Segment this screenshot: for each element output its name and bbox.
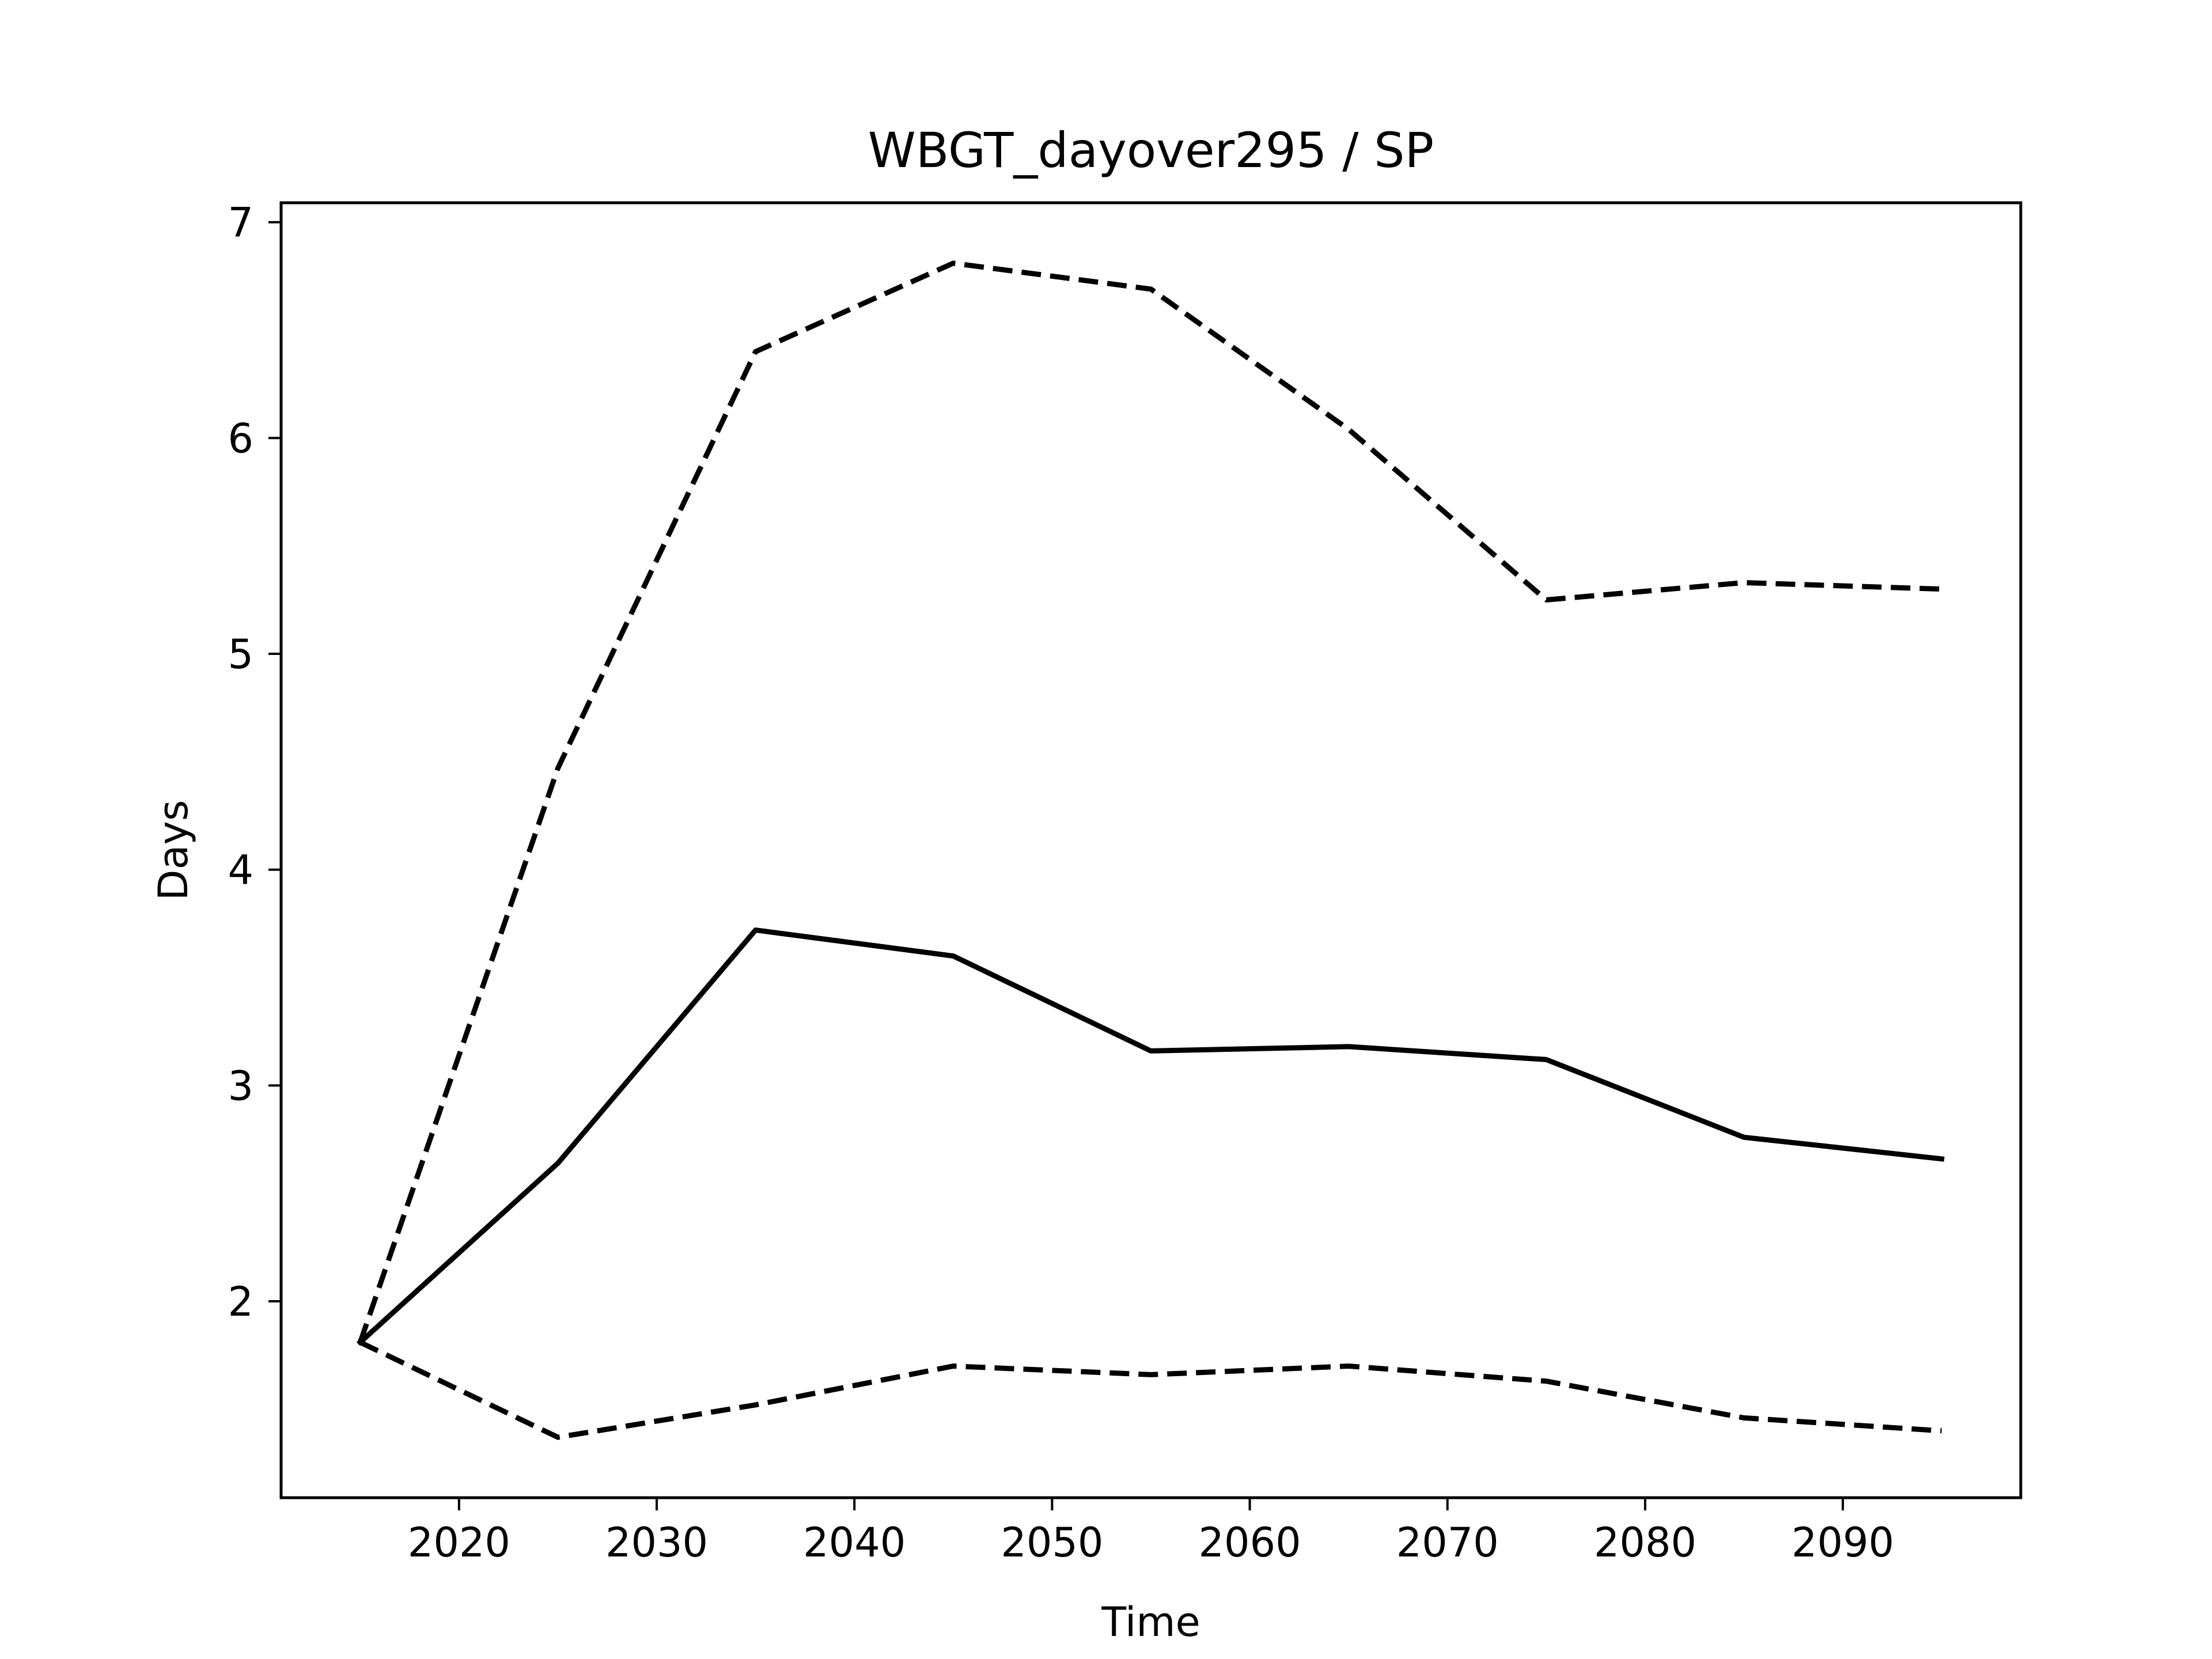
x-tick-label: 2080	[1594, 1519, 1696, 1566]
chart-title: WBGT_dayover295 / SP	[868, 122, 1434, 179]
plot-area-frame	[279, 201, 2022, 1499]
x-tick-label: 2070	[1396, 1519, 1499, 1566]
x-tick-label: 2050	[1001, 1519, 1103, 1566]
dashed-series-line-3	[359, 1340, 1942, 1440]
y-tick-label: 6	[228, 415, 253, 462]
x-tick-label: 2060	[1199, 1519, 1301, 1566]
y-tick-label: 4	[228, 847, 253, 894]
series-layer	[356, 260, 1945, 1440]
y-axis-ticks: 2 3 4 5 6 7	[228, 199, 281, 1325]
y-tick-label: 2	[228, 1278, 253, 1325]
x-tick-label: 2040	[803, 1519, 906, 1566]
x-tick-label: 2090	[1791, 1519, 1894, 1566]
y-tick-label: 3	[228, 1062, 253, 1109]
y-tick-label: 5	[228, 631, 253, 678]
solid-series-line-2	[356, 927, 1945, 1346]
y-axis-label: Days	[150, 800, 197, 901]
x-axis-label: Time	[1101, 1599, 1200, 1646]
x-tick-label: 2030	[605, 1519, 708, 1566]
x-tick-label: 2020	[408, 1519, 510, 1566]
x-axis-ticks: 2020 2030 2040 2050 2060 2070 2080 2090	[408, 1498, 1894, 1566]
dashed-series-line-1	[358, 260, 1942, 1343]
y-tick-label: 7	[228, 199, 253, 247]
